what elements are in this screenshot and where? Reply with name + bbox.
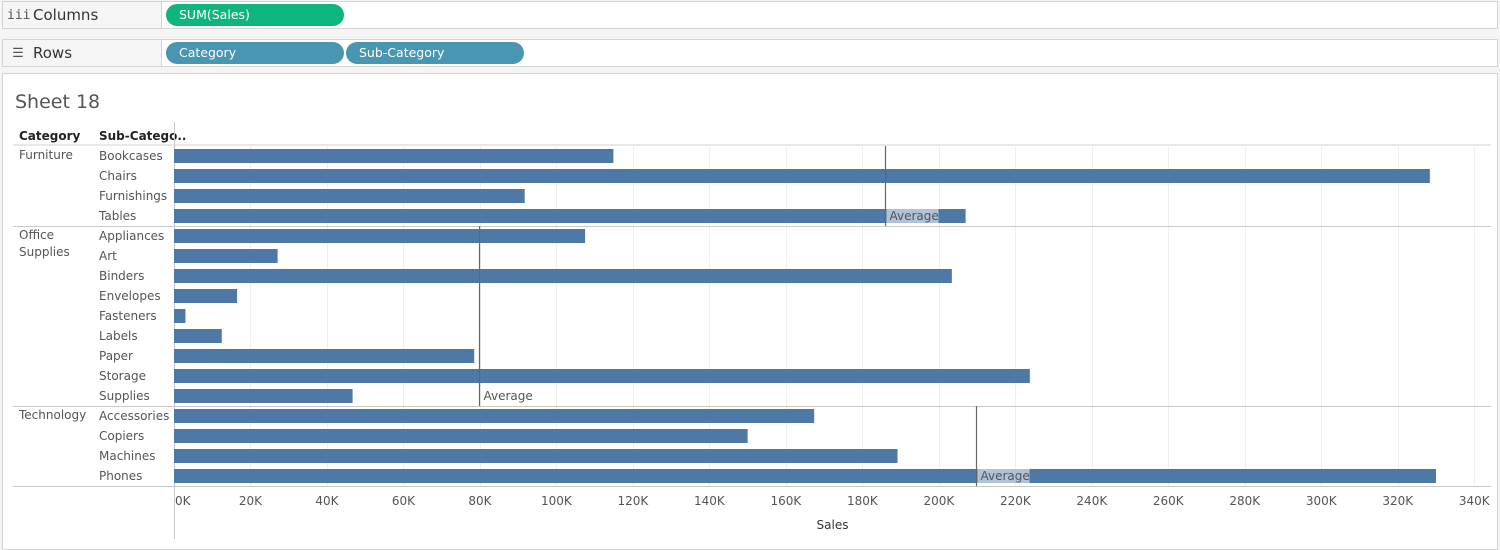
category-header[interactable]: Category [19, 129, 81, 143]
sub-category-label[interactable]: Machines [99, 449, 155, 463]
sub-category-pill[interactable]: Sub-Category [346, 42, 524, 64]
bar[interactable] [174, 249, 278, 263]
bar[interactable] [174, 309, 186, 323]
bar[interactable] [174, 349, 475, 363]
bar[interactable] [174, 449, 898, 463]
bar[interactable] [174, 289, 238, 303]
sub-category-header[interactable]: Sub-Catego.. [99, 129, 187, 143]
average-label-background [977, 469, 1030, 483]
bar[interactable] [174, 209, 966, 223]
bar[interactable] [174, 389, 353, 403]
x-tick-label: 80K [468, 494, 492, 508]
bar[interactable] [174, 169, 1430, 183]
x-tick-label: 320K [1382, 494, 1414, 508]
bar[interactable] [174, 369, 1030, 383]
bar[interactable] [174, 269, 952, 283]
sub-category-label[interactable]: Appliances [99, 229, 164, 243]
x-tick-label: 100K [541, 494, 573, 508]
x-tick-label: 340K [1459, 494, 1491, 508]
x-axis-title[interactable]: Sales [817, 518, 849, 532]
sub-category-label[interactable]: Envelopes [99, 289, 161, 303]
x-tick-label: 180K [847, 494, 879, 508]
bar[interactable] [174, 189, 525, 203]
x-tick-label: 140K [694, 494, 726, 508]
category-label[interactable]: Technology [18, 408, 86, 422]
sub-category-label[interactable]: Labels [99, 329, 138, 343]
bar[interactable] [174, 429, 748, 443]
x-tick-label: 160K [770, 494, 802, 508]
bar-chart: Furniture Bookcases Chairs Furnishings Table… [13, 122, 1491, 539]
bar[interactable] [174, 329, 222, 343]
x-tick-label: 260K [1153, 494, 1185, 508]
sum-sales-pill[interactable]: SUM(Sales) [166, 4, 344, 26]
sub-category-label[interactable]: Tables [98, 209, 136, 223]
sub-category-label[interactable]: Phones [99, 469, 142, 483]
sub-category-label[interactable]: Storage [99, 369, 146, 383]
x-tick-label: 280K [1229, 494, 1261, 508]
x-tick-label: 220K [1000, 494, 1032, 508]
sub-category-label[interactable]: Accessories [99, 409, 169, 423]
average-label: Average [484, 389, 533, 403]
rows-label-text: Rows [33, 44, 73, 62]
x-tick-label: 300K [1306, 494, 1338, 508]
bar[interactable] [174, 149, 614, 163]
columns-shelf-label: iii Columns [3, 2, 161, 28]
rows-shelf: ☰ Rows Category Sub-Category [2, 39, 1498, 67]
x-tick-label: 0K [175, 494, 192, 508]
rows-drop-area[interactable]: Category Sub-Category [161, 40, 1497, 66]
columns-label-text: Columns [33, 6, 99, 24]
average-label: Average [981, 469, 1030, 483]
bar[interactable] [174, 409, 815, 423]
sub-category-label[interactable]: Binders [99, 269, 144, 283]
rows-icon: ☰ [12, 45, 24, 61]
x-tick-label: 240K [1076, 494, 1108, 508]
x-tick-label: 20K [239, 494, 263, 508]
columns-icon: iii [7, 7, 31, 23]
category-pill[interactable]: Category [166, 42, 344, 64]
sub-category-label[interactable]: Chairs [99, 169, 137, 183]
average-label-background [886, 209, 939, 223]
x-tick-label: 200K [923, 494, 955, 508]
sub-category-label[interactable]: Fasteners [99, 309, 157, 323]
x-tick-label: 40K [315, 494, 339, 508]
columns-drop-area[interactable]: SUM(Sales) [161, 2, 1497, 28]
viz-pane: Sheet 18 Category Sub-Catego.. Furniture… [2, 73, 1498, 550]
x-tick-label: 120K [618, 494, 650, 508]
sub-category-label[interactable]: Copiers [99, 429, 144, 443]
sheet-title[interactable]: Sheet 18 [15, 91, 101, 113]
bar[interactable] [174, 229, 586, 243]
rows-shelf-label: ☰ Rows [3, 40, 161, 66]
sub-category-label[interactable]: Furnishings [99, 189, 167, 203]
columns-shelf: iii Columns SUM(Sales) [2, 1, 1498, 29]
sub-category-label[interactable]: Bookcases [99, 149, 163, 163]
category-label[interactable]: Office Supplies [19, 228, 70, 259]
bar[interactable] [174, 469, 1436, 483]
x-tick-label: 60K [392, 494, 416, 508]
category-label[interactable]: Furniture [19, 148, 73, 162]
sub-category-label[interactable]: Paper [99, 349, 133, 363]
sub-category-label[interactable]: Art [99, 249, 117, 263]
average-label: Average [890, 209, 939, 223]
sub-category-label[interactable]: Supplies [99, 389, 150, 403]
